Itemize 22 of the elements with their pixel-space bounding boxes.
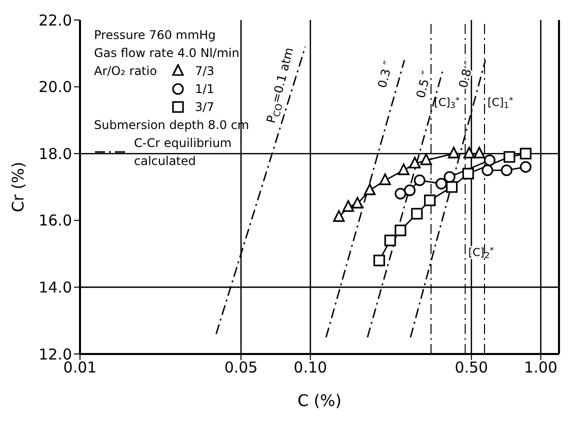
legend-label: 1/1 bbox=[194, 81, 214, 98]
x-tick-label: 0.01 bbox=[63, 358, 97, 377]
annotation: Pressure 760 mmHg bbox=[94, 27, 217, 44]
legend-label: 7/3 bbox=[194, 63, 214, 80]
x-tick-label: 0.05 bbox=[224, 358, 258, 377]
y-tick-label: 22.0 bbox=[38, 11, 72, 30]
annotation: C-Cr equilibrium calculated bbox=[134, 135, 233, 170]
legend-label: 3/7 bbox=[194, 99, 214, 116]
annotation: Gas flow rate 4.0 Nl/min bbox=[94, 45, 240, 62]
y-tick-label: 14.0 bbox=[38, 278, 72, 297]
text: 0.8 ″ bbox=[456, 58, 476, 90]
y-tick-label: 16.0 bbox=[38, 212, 72, 230]
x-tick-label: 0.50 bbox=[454, 358, 488, 377]
y-tick-label: 20.0 bbox=[38, 78, 72, 96]
x-tick-label: 0.10 bbox=[294, 358, 328, 377]
y-tick-label: 18.0 bbox=[38, 144, 72, 163]
legend-title: Ar/O₂ ratio bbox=[94, 63, 157, 80]
y-axis-title: Cr (%) bbox=[8, 162, 28, 212]
x-axis-title: C (%) bbox=[298, 391, 342, 410]
text: 0.5 ″ bbox=[414, 68, 434, 100]
x-tick-label: 1.00 bbox=[524, 358, 558, 377]
text: 0.3 ″ bbox=[375, 58, 396, 90]
